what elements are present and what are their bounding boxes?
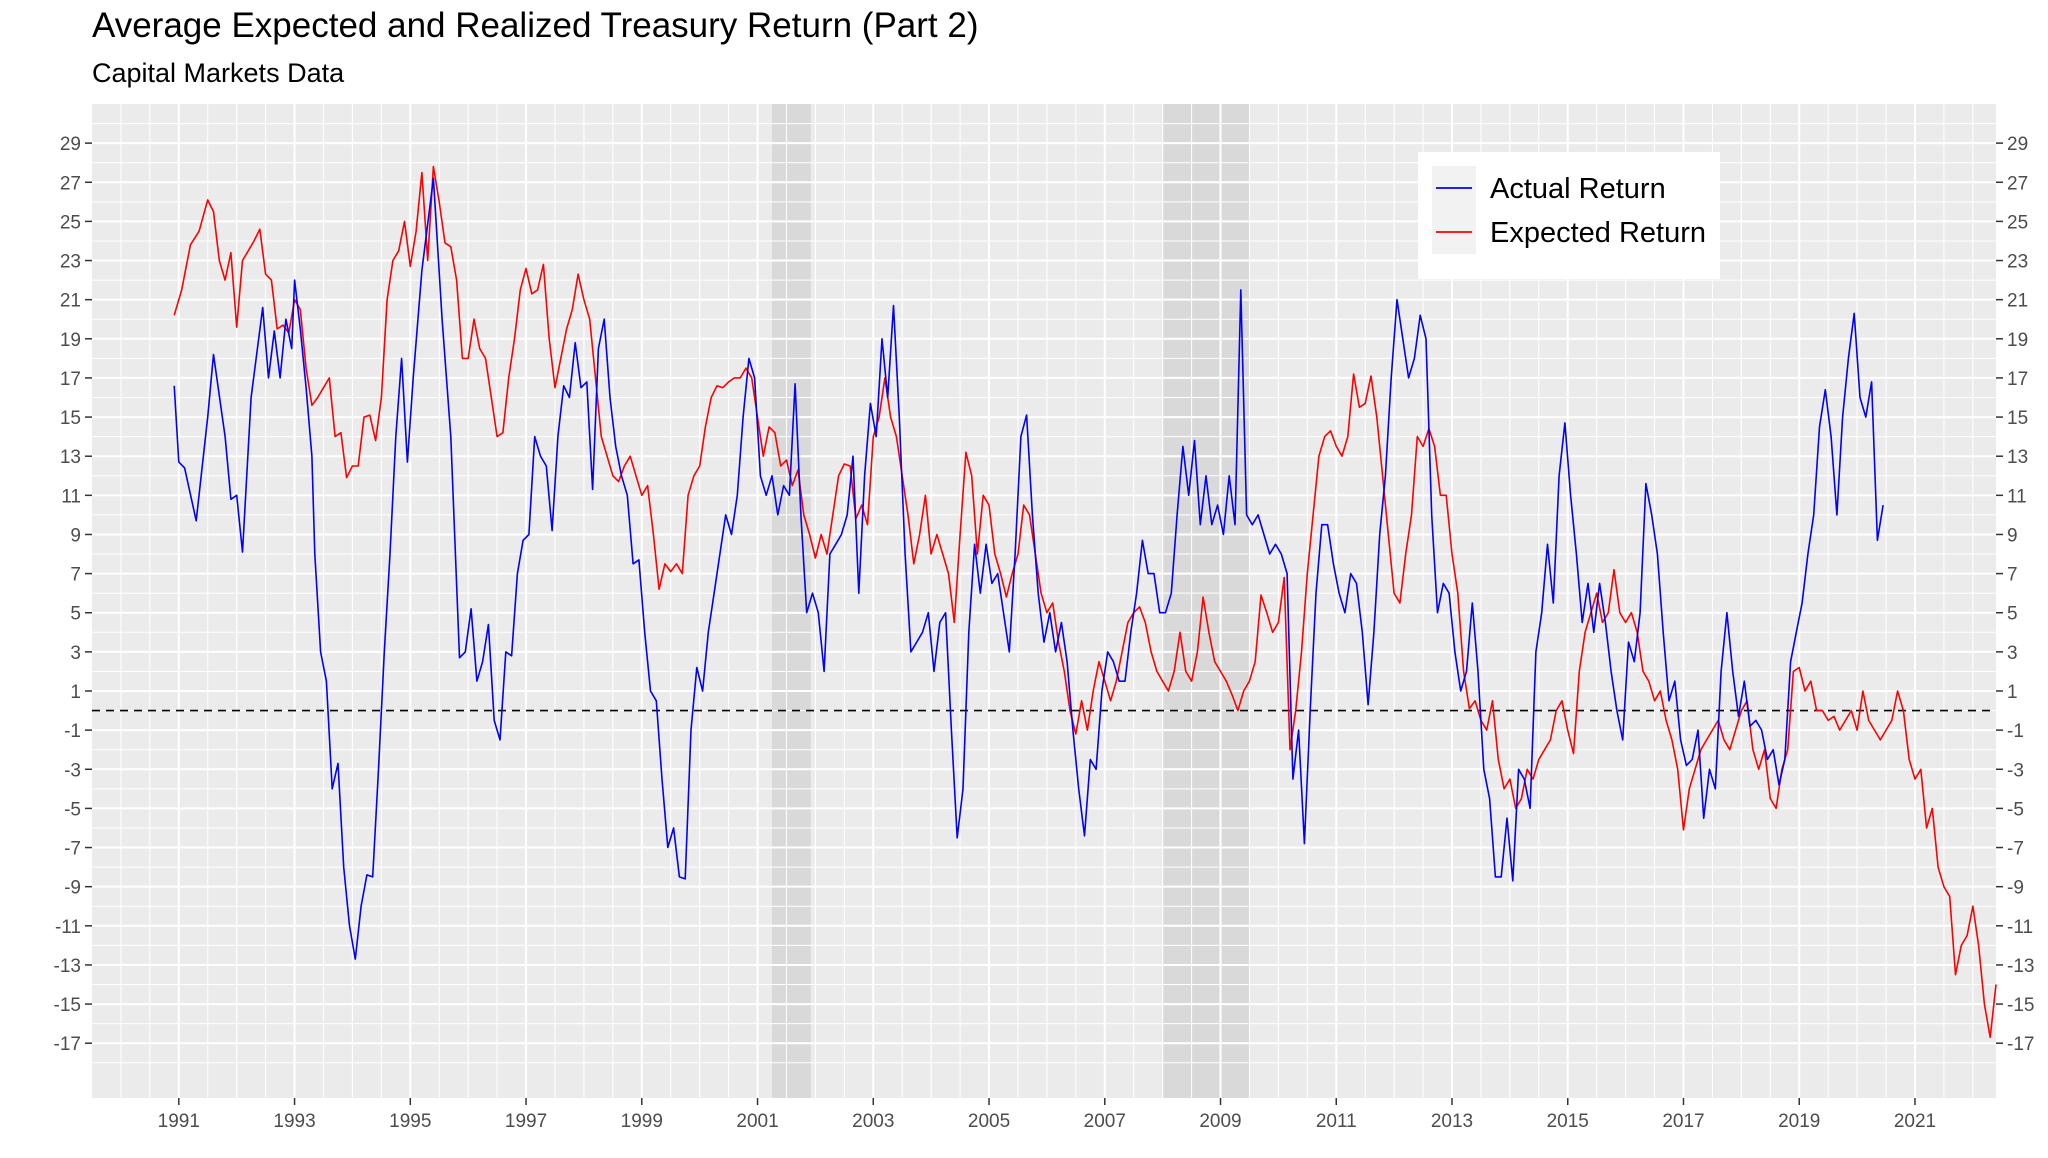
x-tick-label: 2021 <box>1894 1111 1936 1132</box>
y-tick-label-right: 13 <box>2007 447 2028 468</box>
y-tick-label-right: -11 <box>2007 917 2033 938</box>
y-tick-label-right: 19 <box>2007 330 2028 351</box>
y-tick-label: 21 <box>60 291 81 312</box>
x-tick-label: 2017 <box>1662 1111 1704 1132</box>
x-tick-label: 1991 <box>158 1111 200 1132</box>
y-tick-label-right: 17 <box>2007 369 2028 390</box>
y-tick-label: -11 <box>55 917 81 938</box>
x-tick-label: 2015 <box>1547 1111 1589 1132</box>
y-tick-label: 1 <box>70 682 81 703</box>
y-tick-label: -9 <box>64 878 81 899</box>
x-tick-label: 2009 <box>1199 1111 1241 1132</box>
y-tick-label: 19 <box>60 330 81 351</box>
x-tick-label: 2013 <box>1431 1111 1473 1132</box>
recession-shading-layer <box>772 104 1250 1098</box>
x-tick-label: 1995 <box>389 1111 431 1132</box>
series-layer <box>173 165 1997 1039</box>
y-tick-label: 3 <box>70 643 81 664</box>
y-tick-label: -15 <box>54 995 81 1016</box>
y-tick-label-right: 15 <box>2007 408 2028 429</box>
recession-band <box>772 104 811 1098</box>
x-tick-label: 2001 <box>736 1111 778 1132</box>
y-tick-label-right: 29 <box>2007 134 2028 155</box>
y-tick-label-right: 11 <box>2007 486 2027 507</box>
y-tick-label-right: 23 <box>2007 252 2028 273</box>
x-tick-label: 2011 <box>1316 1111 1357 1132</box>
y-tick-label: 25 <box>60 212 81 233</box>
y-tick-label: 13 <box>60 447 81 468</box>
y-tick-label: 7 <box>70 565 81 586</box>
actual-return-line <box>173 177 1884 960</box>
y-tick-label-right: -5 <box>2007 799 2024 820</box>
y-tick-label-right: -15 <box>2007 995 2034 1016</box>
y-tick-label-right: -13 <box>2007 956 2034 977</box>
y-tick-label-right: 21 <box>2007 291 2028 312</box>
y-tick-label-right: -17 <box>2007 1034 2034 1055</box>
recession-band <box>1162 104 1250 1098</box>
x-tick-label: 2019 <box>1778 1111 1820 1132</box>
legend: Actual Return Expected Return <box>1418 152 1720 279</box>
y-tick-label: -13 <box>54 956 81 977</box>
y-tick-label: 23 <box>60 252 81 273</box>
x-tick-label: 1993 <box>273 1111 315 1132</box>
y-tick-label-right: 25 <box>2007 212 2028 233</box>
x-tick-label: 2005 <box>968 1111 1010 1132</box>
x-tick-label: 1999 <box>621 1111 663 1132</box>
x-tick-label: 1997 <box>505 1111 547 1132</box>
y-tick-label: 9 <box>70 525 81 546</box>
y-tick-label: -3 <box>64 760 81 781</box>
y-tick-label-right: -1 <box>2007 721 2024 742</box>
y-tick-label: 17 <box>60 369 81 390</box>
y-tick-label-right: 3 <box>2007 643 2018 664</box>
y-tick-label: 15 <box>60 408 81 429</box>
chart-title: Average Expected and Realized Treasury R… <box>92 6 979 45</box>
y-tick-label: 5 <box>70 604 81 625</box>
y-tick-label-right: 1 <box>2007 682 2018 703</box>
y-tick-label-right: 27 <box>2007 173 2028 194</box>
axes-layer: -17 -17-15 -15-13 -13-11 -11-9 -9-7 -7-5 -5-3 -3… <box>54 134 2035 1132</box>
y-tick-label-right: -9 <box>2007 878 2024 899</box>
y-tick-label-right: -3 <box>2007 760 2024 781</box>
major-gridlines <box>92 104 1996 1098</box>
y-tick-label: -1 <box>64 721 81 742</box>
y-tick-label-right: 5 <box>2007 604 2018 625</box>
y-tick-label: -7 <box>64 839 81 860</box>
legend-label-actual-return: Actual Return <box>1490 173 1666 205</box>
legend-label-expected-return: Expected Return <box>1490 217 1706 249</box>
y-tick-label: -5 <box>64 799 81 820</box>
y-tick-label: -17 <box>54 1034 81 1055</box>
y-tick-label-right: 9 <box>2007 525 2018 546</box>
y-tick-label-right: 7 <box>2007 565 2018 586</box>
chart-subtitle: Capital Markets Data <box>92 58 345 88</box>
x-tick-label: 2007 <box>1084 1111 1126 1132</box>
y-tick-label: 27 <box>60 173 81 194</box>
y-tick-label: 11 <box>61 486 81 507</box>
x-tick-label: 2003 <box>852 1111 894 1132</box>
y-tick-label: 29 <box>60 134 81 155</box>
expected-return-line <box>173 165 1997 1039</box>
y-tick-label-right: -7 <box>2007 839 2024 860</box>
